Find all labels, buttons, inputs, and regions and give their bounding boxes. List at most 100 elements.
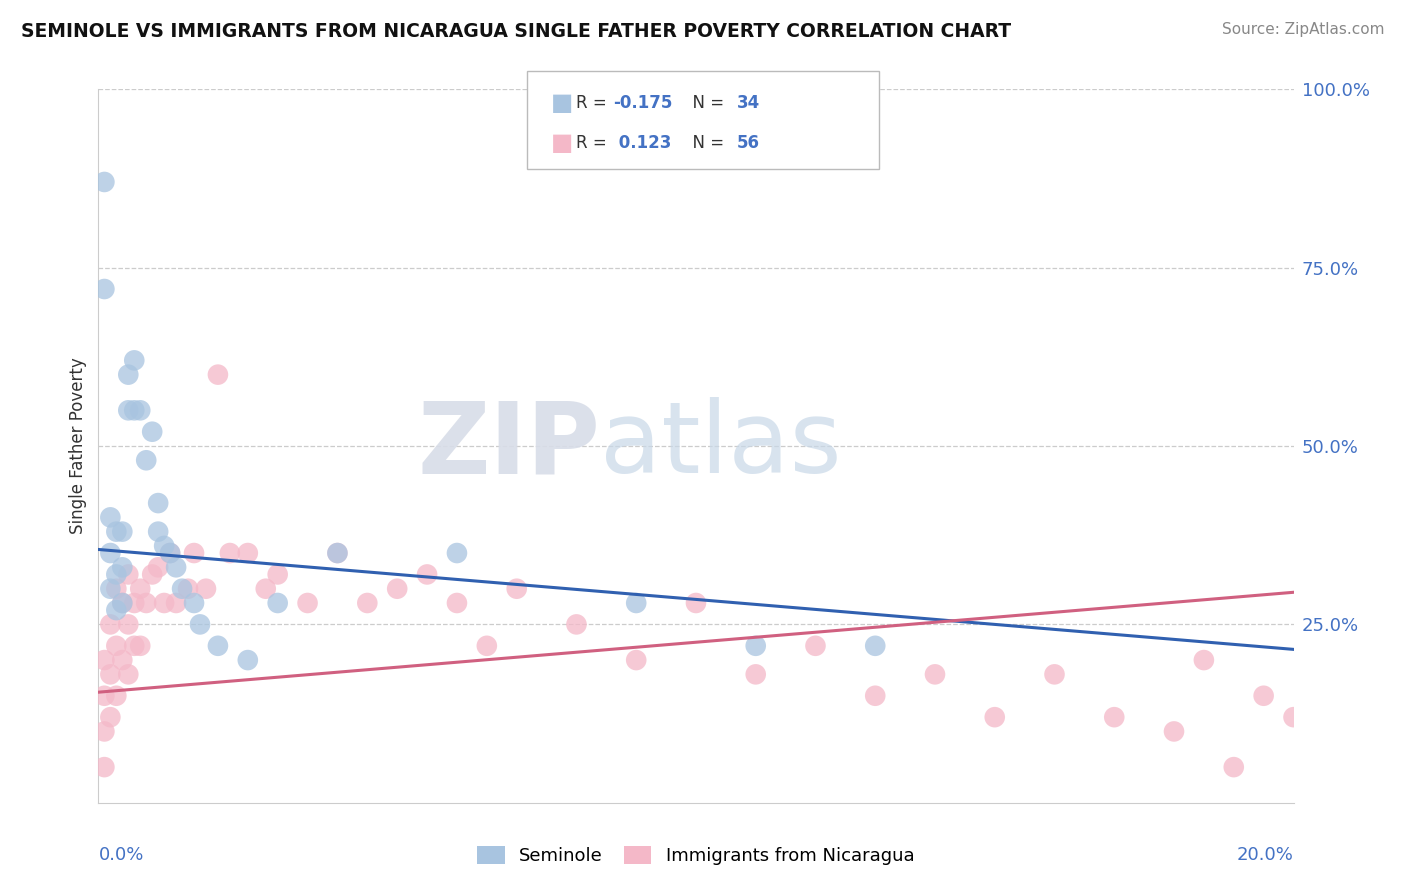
Point xyxy=(254,582,277,596)
Text: 34: 34 xyxy=(737,94,761,112)
Point xyxy=(745,639,768,653)
Text: ZIP: ZIP xyxy=(418,398,600,494)
Point xyxy=(98,710,122,724)
Point xyxy=(124,596,146,610)
Point xyxy=(172,582,194,596)
Point xyxy=(177,582,200,596)
Point xyxy=(141,567,163,582)
Point xyxy=(984,710,1007,724)
Point xyxy=(165,596,187,610)
Point xyxy=(117,617,139,632)
Point xyxy=(105,524,128,539)
Point xyxy=(129,639,152,653)
Point xyxy=(506,582,529,596)
Point xyxy=(267,596,290,610)
Y-axis label: Single Father Poverty: Single Father Poverty xyxy=(69,358,87,534)
Point xyxy=(153,596,176,610)
Point xyxy=(219,546,242,560)
Point xyxy=(685,596,707,610)
Text: 0.0%: 0.0% xyxy=(98,846,143,863)
Point xyxy=(98,617,122,632)
Point xyxy=(105,567,128,582)
Point xyxy=(135,596,157,610)
Point xyxy=(475,639,498,653)
Point xyxy=(111,653,134,667)
Point xyxy=(446,596,468,610)
Text: N =: N = xyxy=(682,134,730,152)
Point xyxy=(188,617,211,632)
Point xyxy=(124,353,146,368)
Point xyxy=(1223,760,1246,774)
Point xyxy=(1043,667,1066,681)
Point xyxy=(117,567,139,582)
Point xyxy=(1192,653,1215,667)
Point xyxy=(416,567,439,582)
Point xyxy=(93,175,115,189)
Point xyxy=(105,689,128,703)
Text: ■: ■ xyxy=(551,91,574,114)
Text: ■: ■ xyxy=(551,131,574,154)
Point xyxy=(148,496,170,510)
Point xyxy=(105,603,128,617)
Point xyxy=(135,453,157,467)
Point xyxy=(98,546,122,560)
Point xyxy=(153,539,176,553)
Point xyxy=(865,639,887,653)
Point xyxy=(111,524,134,539)
Point xyxy=(105,639,128,653)
Point xyxy=(111,596,134,610)
Point xyxy=(297,596,319,610)
Point xyxy=(924,667,946,681)
Point xyxy=(236,653,259,667)
Point xyxy=(159,546,181,560)
Point xyxy=(129,403,152,417)
Point xyxy=(565,617,588,632)
Point xyxy=(1282,710,1305,724)
Point xyxy=(183,546,205,560)
Text: SEMINOLE VS IMMIGRANTS FROM NICARAGUA SINGLE FATHER POVERTY CORRELATION CHART: SEMINOLE VS IMMIGRANTS FROM NICARAGUA SI… xyxy=(21,22,1011,41)
Point xyxy=(93,760,115,774)
Point xyxy=(1163,724,1185,739)
Point xyxy=(98,582,122,596)
Point xyxy=(267,567,290,582)
Point xyxy=(195,582,218,596)
Point xyxy=(804,639,827,653)
Point xyxy=(745,667,768,681)
Text: 0.123: 0.123 xyxy=(613,134,672,152)
Point xyxy=(626,596,648,610)
Point xyxy=(129,582,152,596)
Point xyxy=(165,560,187,574)
Point xyxy=(446,546,468,560)
Point xyxy=(326,546,349,560)
Point xyxy=(117,368,139,382)
Point xyxy=(93,282,115,296)
Point xyxy=(124,639,146,653)
Point xyxy=(183,596,205,610)
Point xyxy=(385,582,409,596)
Point xyxy=(93,653,115,667)
Point xyxy=(159,546,181,560)
Point xyxy=(105,582,128,596)
Point xyxy=(865,689,887,703)
Point xyxy=(1104,710,1126,724)
Point xyxy=(117,667,139,681)
Point xyxy=(111,596,134,610)
Text: R =: R = xyxy=(576,134,613,152)
Text: 20.0%: 20.0% xyxy=(1237,846,1294,863)
Point xyxy=(356,596,378,610)
Text: -0.175: -0.175 xyxy=(613,94,672,112)
Text: 56: 56 xyxy=(737,134,759,152)
Point xyxy=(236,546,259,560)
Point xyxy=(93,689,115,703)
Point xyxy=(626,653,648,667)
Point xyxy=(124,403,146,417)
Point xyxy=(148,560,170,574)
Point xyxy=(326,546,349,560)
Text: N =: N = xyxy=(682,94,730,112)
Point xyxy=(141,425,163,439)
Point xyxy=(207,368,229,382)
Point xyxy=(111,560,134,574)
Point xyxy=(148,524,170,539)
Point xyxy=(98,667,122,681)
Point xyxy=(207,639,229,653)
